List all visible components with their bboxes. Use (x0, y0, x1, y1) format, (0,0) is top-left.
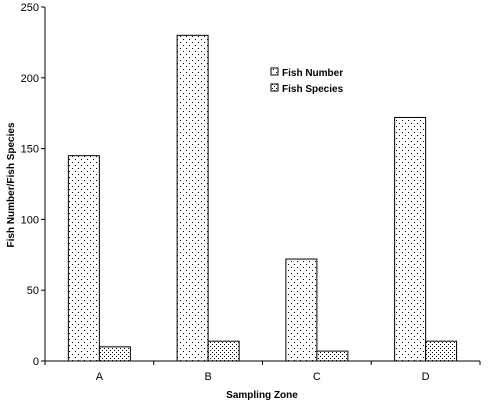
bar-fish-number-a (67, 155, 100, 362)
y-axis-ticks: 0 50 100 150 200 250 (21, 2, 45, 368)
bars (67, 34, 458, 362)
y-axis-title: Fish Number/Fish Species (6, 122, 17, 247)
y-tick-label: 50 (27, 285, 39, 297)
y-tick-label: 0 (33, 356, 39, 368)
y-tick-label: 200 (21, 73, 39, 85)
bar-fish-species-b (207, 340, 240, 362)
x-tick-label: C (313, 371, 321, 383)
bar-fish-number-d (394, 116, 427, 362)
legend-label-fish-species: Fish Species (282, 84, 344, 95)
bar-fish-number-c (285, 258, 318, 362)
y-tick-label: 250 (21, 2, 39, 14)
legend-label-fish-number: Fish Number (282, 68, 343, 79)
bar-fish-species-c (316, 350, 349, 362)
bar-fish-species-d (425, 340, 458, 362)
bar-fish-number-b (176, 34, 209, 362)
x-tick-label: D (422, 371, 430, 383)
x-tick-label: B (204, 371, 211, 383)
bar-fish-species-a (98, 346, 131, 362)
legend-swatch-fish-number (270, 67, 279, 76)
legend-swatch-fish-species (270, 83, 279, 92)
x-axis-title: Sampling Zone (226, 390, 298, 401)
legend: Fish Number Fish Species (270, 67, 344, 95)
y-tick-label: 100 (21, 214, 39, 226)
x-axis-ticks: A B C D (44, 361, 481, 383)
y-tick-label: 150 (21, 144, 39, 156)
x-tick-label: A (96, 371, 104, 383)
